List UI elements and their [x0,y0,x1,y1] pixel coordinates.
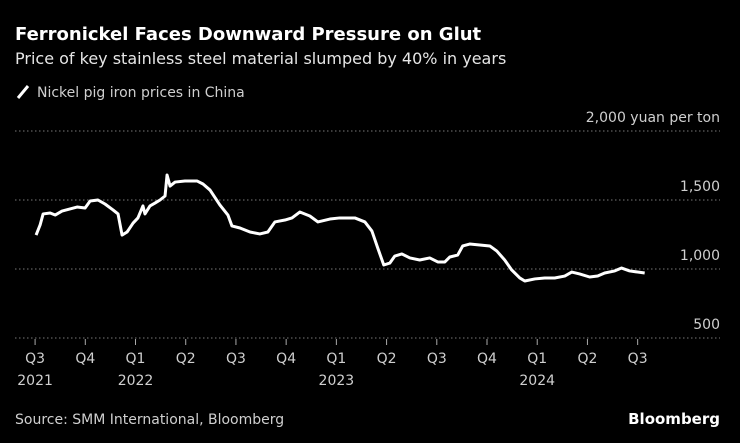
y-tick-label: 1,500 [680,179,720,195]
x-year-label: 2023 [319,373,355,389]
source: Source: SMM International, Bloomberg [15,412,284,428]
x-year-label: 2022 [118,373,154,389]
x-tick-label: Q1 [326,351,346,367]
chart-subtitle: Price of key stainless steel material sl… [15,49,506,68]
series-line [34,173,645,283]
legend-swatch [16,85,30,99]
x-tick-label: Q3 [427,351,447,367]
x-tick-label: Q2 [377,351,397,367]
y-tick-label: 2,000 yuan per ton [586,110,720,126]
x-tick-label: Q2 [176,351,196,367]
x-tick-label: Q3 [226,351,246,367]
x-tick-label: Q1 [126,351,146,367]
x-tick-label: Q3 [25,351,45,367]
x-tick-label: Q2 [577,351,597,367]
chart-title: Ferronickel Faces Downward Pressure on G… [15,24,482,45]
x-tick-label: Q1 [527,351,547,367]
x-tick-label: Q4 [477,351,497,367]
x-tick-label: Q3 [628,351,648,367]
y-tick-label: 500 [693,317,720,333]
x-tick-label: Q4 [75,351,95,367]
x-tick-label: Q4 [276,351,296,367]
x-year-label: 2021 [17,373,53,389]
x-year-label: 2024 [519,373,555,389]
brand: Bloomberg [628,410,720,428]
legend-label: Nickel pig iron prices in China [37,85,245,101]
y-tick-label: 1,000 [680,248,720,264]
